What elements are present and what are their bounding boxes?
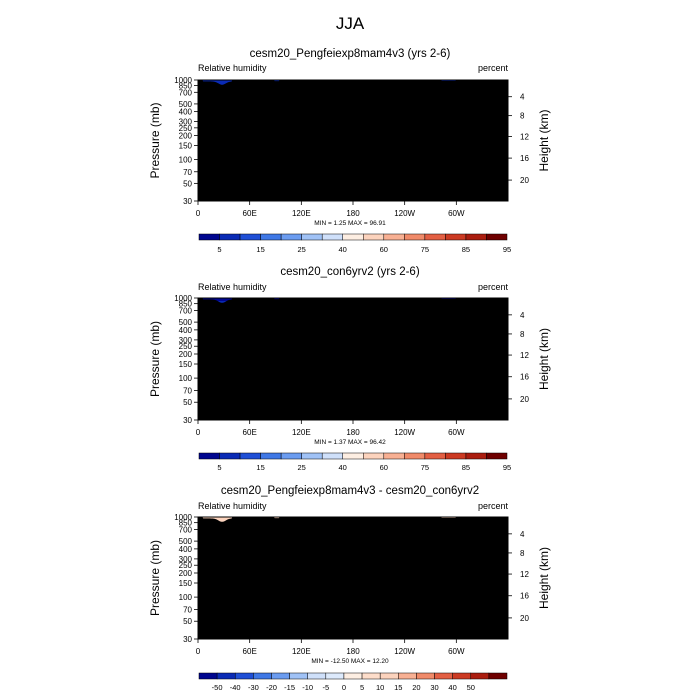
colorbar-label: 25 (298, 245, 306, 254)
lon-tick-label: 120W (394, 209, 415, 218)
right-y-axis-label: Height (km) (537, 109, 551, 171)
colorbar-swatch (363, 233, 385, 241)
colorbar-swatch (239, 233, 261, 241)
left-label: Relative humidity (198, 282, 267, 292)
colorbar-swatch (321, 233, 343, 241)
min-max-stats: MIN = 1.25 MAX = 96.91 (314, 220, 386, 227)
contour-cell (215, 80, 221, 84)
colorbar-label: 60 (380, 245, 388, 254)
height-tick-label: 12 (520, 133, 529, 142)
contour-cell (215, 298, 221, 302)
lon-tick-label: 180 (346, 209, 360, 218)
colorbar-label: 85 (462, 245, 470, 254)
colorbar-label: 40 (339, 245, 347, 254)
contour-cell (219, 298, 225, 302)
lon-tick-label: 60W (448, 209, 465, 218)
lon-tick-label: 0 (196, 209, 201, 218)
colorbar-swatch (445, 233, 467, 241)
y-axis-label: Pressure (mb) (148, 102, 162, 178)
panel-1: cesm20_Pengfeiexp8mam4v3 (yrs 2-6) Relati… (148, 48, 551, 254)
colorbar-swatch (301, 233, 323, 241)
colorbar-swatch (465, 233, 487, 241)
pressure-tick-label: 400 (179, 108, 193, 117)
left-label: Relative humidity (198, 63, 267, 73)
colorbar-label: 95 (503, 245, 511, 254)
topography (198, 80, 508, 201)
pressure-tick-label: 250 (179, 124, 193, 133)
colorbar-label: 5 (217, 245, 221, 254)
pressure-tick-label: 100 (179, 155, 193, 164)
colorbar-swatch (486, 233, 508, 241)
contour-cell (223, 80, 229, 84)
colorbar-label: 15 (256, 245, 264, 254)
panel-2: cesm20_con6yrv2 (yrs 2-6) Relative humidi… (148, 266, 551, 472)
colorbar-label: 75 (421, 245, 429, 254)
colorbar-swatch (219, 233, 241, 241)
main-title: JJA (336, 14, 365, 33)
pressure-tick-label: 850 (179, 82, 193, 91)
pressure-tick-label: 500 (179, 100, 193, 109)
pressure-tick-label: 700 (179, 88, 193, 97)
contour-cell (219, 80, 225, 84)
panel-title: cesm20_con6yrv2 (yrs 2-6) (280, 266, 419, 278)
pressure-tick-label: 1000 (174, 76, 192, 85)
height-tick-label: 8 (520, 112, 525, 121)
colorbar-swatch (342, 233, 364, 241)
colorbar-swatch (404, 233, 426, 241)
right-label: percent (478, 63, 509, 73)
lon-tick-label: 120E (292, 209, 311, 218)
pressure-tick-label: 300 (179, 118, 193, 127)
pressure-tick-label: 30 (183, 197, 192, 206)
lon-tick-label: 60E (243, 209, 257, 218)
height-tick-label: 20 (520, 176, 529, 185)
pressure-tick-label: 150 (179, 141, 193, 150)
colorbar-swatch (424, 233, 446, 241)
colorbar-swatch (260, 233, 282, 241)
height-tick-label: 4 (520, 93, 525, 102)
colorbar-swatch (198, 233, 220, 241)
contour-cell (223, 298, 229, 302)
pressure-tick-label: 200 (179, 132, 193, 141)
right-label: percent (478, 282, 509, 292)
panel-title: cesm20_Pengfeiexp8mam4v3 (yrs 2-6) (250, 48, 451, 60)
colorbar-swatch (280, 233, 302, 241)
height-tick-label: 16 (520, 154, 529, 163)
pressure-tick-label: 50 (183, 179, 192, 188)
colorbar-swatch (383, 233, 405, 241)
pressure-tick-label: 70 (183, 168, 192, 177)
